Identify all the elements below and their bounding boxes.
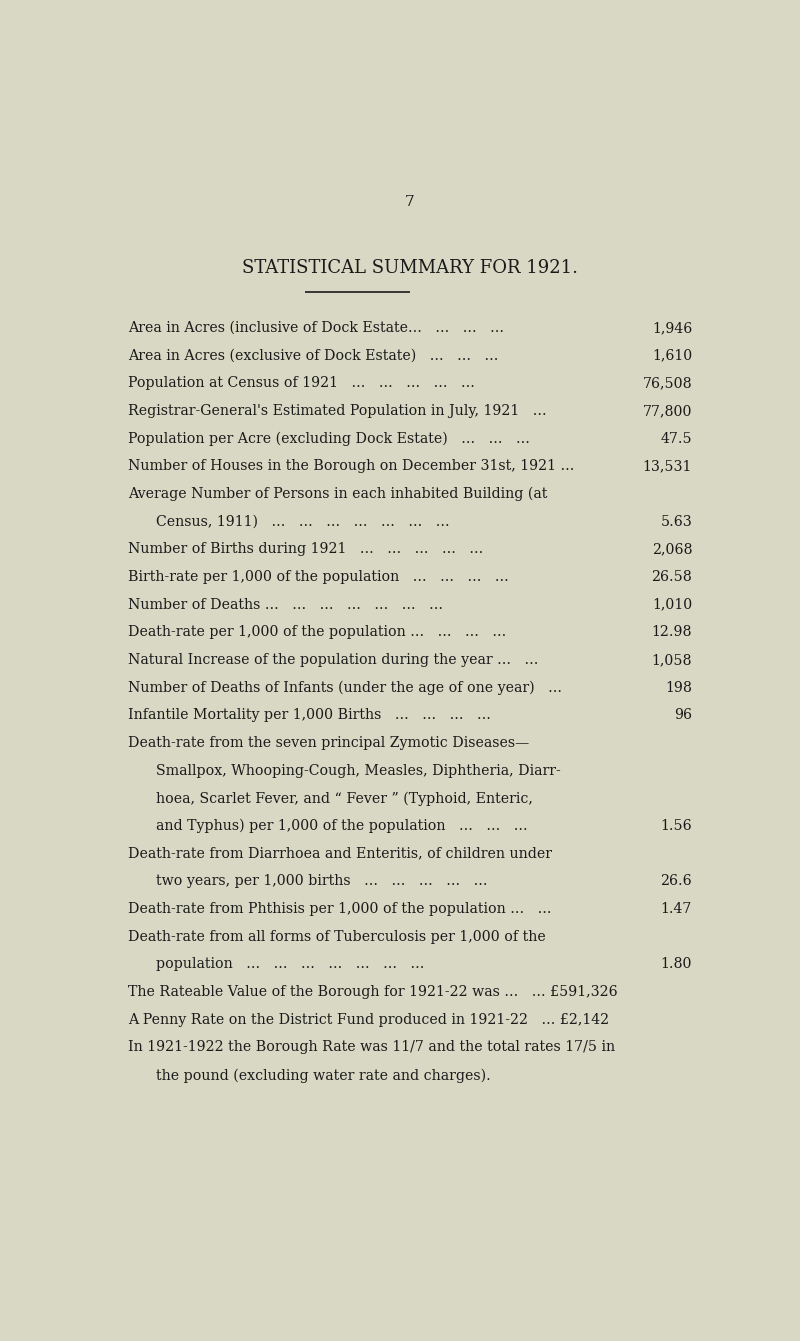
Text: Number of Births during 1921   ...   ...   ...   ...   ...: Number of Births during 1921 ... ... ...…	[128, 542, 483, 557]
Text: Number of Deaths of Infants (under the age of one year)   ...: Number of Deaths of Infants (under the a…	[128, 681, 562, 695]
Text: Smallpox, Whooping-Cough, Measles, Diphtheria, Diarr-: Smallpox, Whooping-Cough, Measles, Dipht…	[156, 764, 561, 778]
Text: Area in Acres (exclusive of Dock Estate)   ...   ...   ...: Area in Acres (exclusive of Dock Estate)…	[128, 349, 498, 362]
Text: Death-rate from Diarrhoea and Enteritis, of children under: Death-rate from Diarrhoea and Enteritis,…	[128, 846, 552, 861]
Text: 1,610: 1,610	[652, 349, 692, 362]
Text: Natural Increase of the population during the year ...   ...: Natural Increase of the population durin…	[128, 653, 538, 666]
Text: two years, per 1,000 births   ...   ...   ...   ...   ...: two years, per 1,000 births ... ... ... …	[156, 874, 487, 889]
Text: 198: 198	[666, 681, 692, 695]
Text: 26.58: 26.58	[651, 570, 692, 585]
Text: 26.6: 26.6	[661, 874, 692, 889]
Text: 1.56: 1.56	[661, 819, 692, 833]
Text: 1.47: 1.47	[661, 902, 692, 916]
Text: 76,508: 76,508	[642, 377, 692, 390]
Text: Population per Acre (excluding Dock Estate)   ...   ...   ...: Population per Acre (excluding Dock Esta…	[128, 432, 530, 447]
Text: Population at Census of 1921   ...   ...   ...   ...   ...: Population at Census of 1921 ... ... ...…	[128, 377, 474, 390]
Text: Death-rate from all forms of Tuberculosis per 1,000 of the: Death-rate from all forms of Tuberculosi…	[128, 929, 546, 944]
Text: Number of Deaths ...   ...   ...   ...   ...   ...   ...: Number of Deaths ... ... ... ... ... ...…	[128, 598, 443, 611]
Text: Area in Acres (inclusive of Dock Estate...   ...   ...   ...: Area in Acres (inclusive of Dock Estate.…	[128, 320, 504, 335]
Text: 77,800: 77,800	[642, 404, 692, 418]
Text: 2,068: 2,068	[651, 542, 692, 557]
Text: population   ...   ...   ...   ...   ...   ...   ...: population ... ... ... ... ... ... ...	[156, 957, 424, 971]
Text: Death-rate per 1,000 of the population ...   ...   ...   ...: Death-rate per 1,000 of the population .…	[128, 625, 506, 640]
Text: STATISTICAL SUMMARY FOR 1921.: STATISTICAL SUMMARY FOR 1921.	[242, 259, 578, 278]
Text: In 1921-1922 the Borough Rate was 11/7 and the total rates 17/5 in: In 1921-1922 the Borough Rate was 11/7 a…	[128, 1041, 615, 1054]
Text: 47.5: 47.5	[661, 432, 692, 445]
Text: 96: 96	[674, 708, 692, 723]
Text: 13,531: 13,531	[642, 460, 692, 473]
Text: Average Number of Persons in each inhabited Building (at: Average Number of Persons in each inhabi…	[128, 487, 547, 502]
Text: 5.63: 5.63	[660, 515, 692, 528]
Text: Number of Houses in the Borough on December 31st, 1921 ...: Number of Houses in the Borough on Decem…	[128, 460, 574, 473]
Text: 1.80: 1.80	[661, 957, 692, 971]
Text: 1,058: 1,058	[651, 653, 692, 666]
Text: 7: 7	[405, 194, 415, 209]
Text: Birth-rate per 1,000 of the population   ...   ...   ...   ...: Birth-rate per 1,000 of the population .…	[128, 570, 509, 585]
Text: the pound (excluding water rate and charges).: the pound (excluding water rate and char…	[156, 1069, 490, 1082]
Text: Registrar-General's Estimated Population in July, 1921   ...: Registrar-General's Estimated Population…	[128, 404, 546, 418]
Text: Census, 1911)   ...   ...   ...   ...   ...   ...   ...: Census, 1911) ... ... ... ... ... ... ..…	[156, 515, 450, 528]
Text: 1,010: 1,010	[652, 598, 692, 611]
Text: Death-rate from Phthisis per 1,000 of the population ...   ...: Death-rate from Phthisis per 1,000 of th…	[128, 902, 551, 916]
Text: Death-rate from the seven principal Zymotic Diseases—: Death-rate from the seven principal Zymo…	[128, 736, 529, 750]
Text: The Rateable Value of the Borough for 1921-22 was ...   ... £591,326: The Rateable Value of the Borough for 19…	[128, 986, 618, 999]
Text: A Penny Rate on the District Fund produced in 1921-22   ... £2,142: A Penny Rate on the District Fund produc…	[128, 1012, 609, 1027]
Text: 1,946: 1,946	[652, 320, 692, 335]
Text: hoea, Scarlet Fever, and “ Fever ” (Typhoid, Enteric,: hoea, Scarlet Fever, and “ Fever ” (Typh…	[156, 791, 533, 806]
Text: Infantile Mortality per 1,000 Births   ...   ...   ...   ...: Infantile Mortality per 1,000 Births ...…	[128, 708, 490, 723]
Text: 12.98: 12.98	[651, 625, 692, 640]
Text: and Typhus) per 1,000 of the population   ...   ...   ...: and Typhus) per 1,000 of the population …	[156, 819, 527, 834]
